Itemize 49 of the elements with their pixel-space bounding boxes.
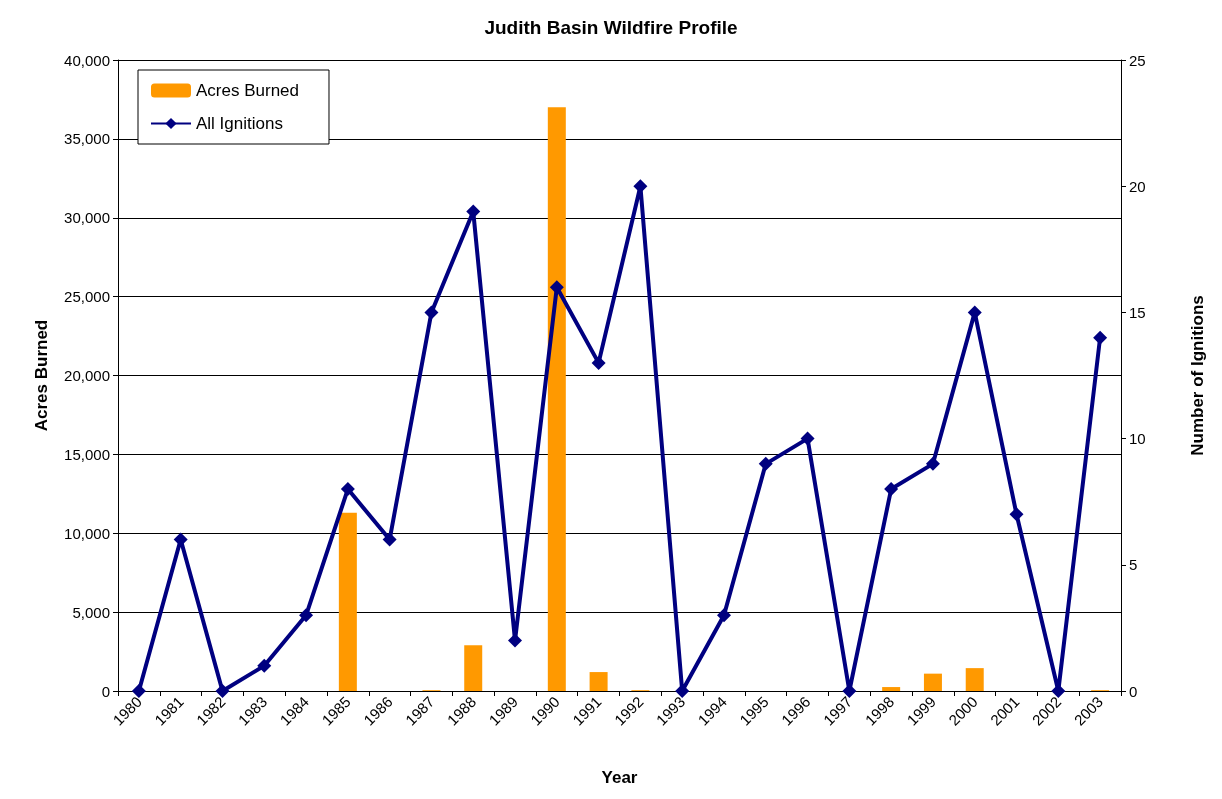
y2-tick-label: 15: [1129, 303, 1146, 321]
point: [131, 684, 146, 698]
point: [1093, 330, 1108, 345]
legend-label: Acres Burned: [196, 81, 299, 100]
point: [758, 456, 773, 471]
point: [884, 482, 899, 497]
y-tick-label: 20,000: [64, 367, 110, 384]
y-tick-label: 5,000: [72, 603, 110, 621]
y-tick-label: 0: [101, 682, 110, 700]
y2-tick-label: 10: [1129, 430, 1146, 448]
point: [299, 608, 314, 623]
legend-label: All Ignitions: [196, 114, 283, 133]
bar: [923, 673, 942, 691]
point: [257, 658, 272, 673]
point: [382, 532, 397, 547]
y-tick-label: 35,000: [64, 130, 110, 148]
point: [508, 633, 523, 648]
bar: [547, 107, 566, 691]
point: [466, 204, 481, 219]
point: [1009, 507, 1024, 522]
x-axis-title: Year: [601, 768, 638, 787]
point: [800, 431, 815, 446]
y2-tick-label: 0: [1129, 682, 1138, 700]
point: [716, 608, 731, 623]
bar: [965, 668, 984, 691]
point: [424, 305, 439, 320]
y-tick-label: 40,000: [64, 51, 110, 69]
y2-tick-label: 5: [1129, 556, 1138, 574]
y2-tick-label: 20: [1129, 177, 1146, 195]
point: [675, 684, 690, 698]
y-tick-label: 10,000: [64, 524, 110, 542]
point: [591, 355, 606, 370]
bar: [338, 512, 357, 691]
point: [842, 684, 857, 698]
bar: [882, 687, 901, 691]
y-tick-label: 30,000: [64, 209, 110, 227]
point: [1051, 684, 1066, 698]
y2-axis-title: Number of Ignitions: [1188, 295, 1207, 456]
y-axis-title: Acres Burned: [32, 319, 51, 432]
chart-title: Judith Basin Wildfire Profile: [484, 17, 738, 38]
point: [215, 684, 230, 698]
bar: [589, 672, 608, 691]
y-tick-label: 25,000: [64, 288, 110, 306]
y-tick-label: 15,000: [64, 445, 110, 463]
point: [925, 456, 940, 471]
y2-tick-label: 25: [1129, 51, 1146, 69]
point: [633, 179, 648, 194]
point: [340, 482, 355, 497]
bar: [464, 645, 483, 691]
